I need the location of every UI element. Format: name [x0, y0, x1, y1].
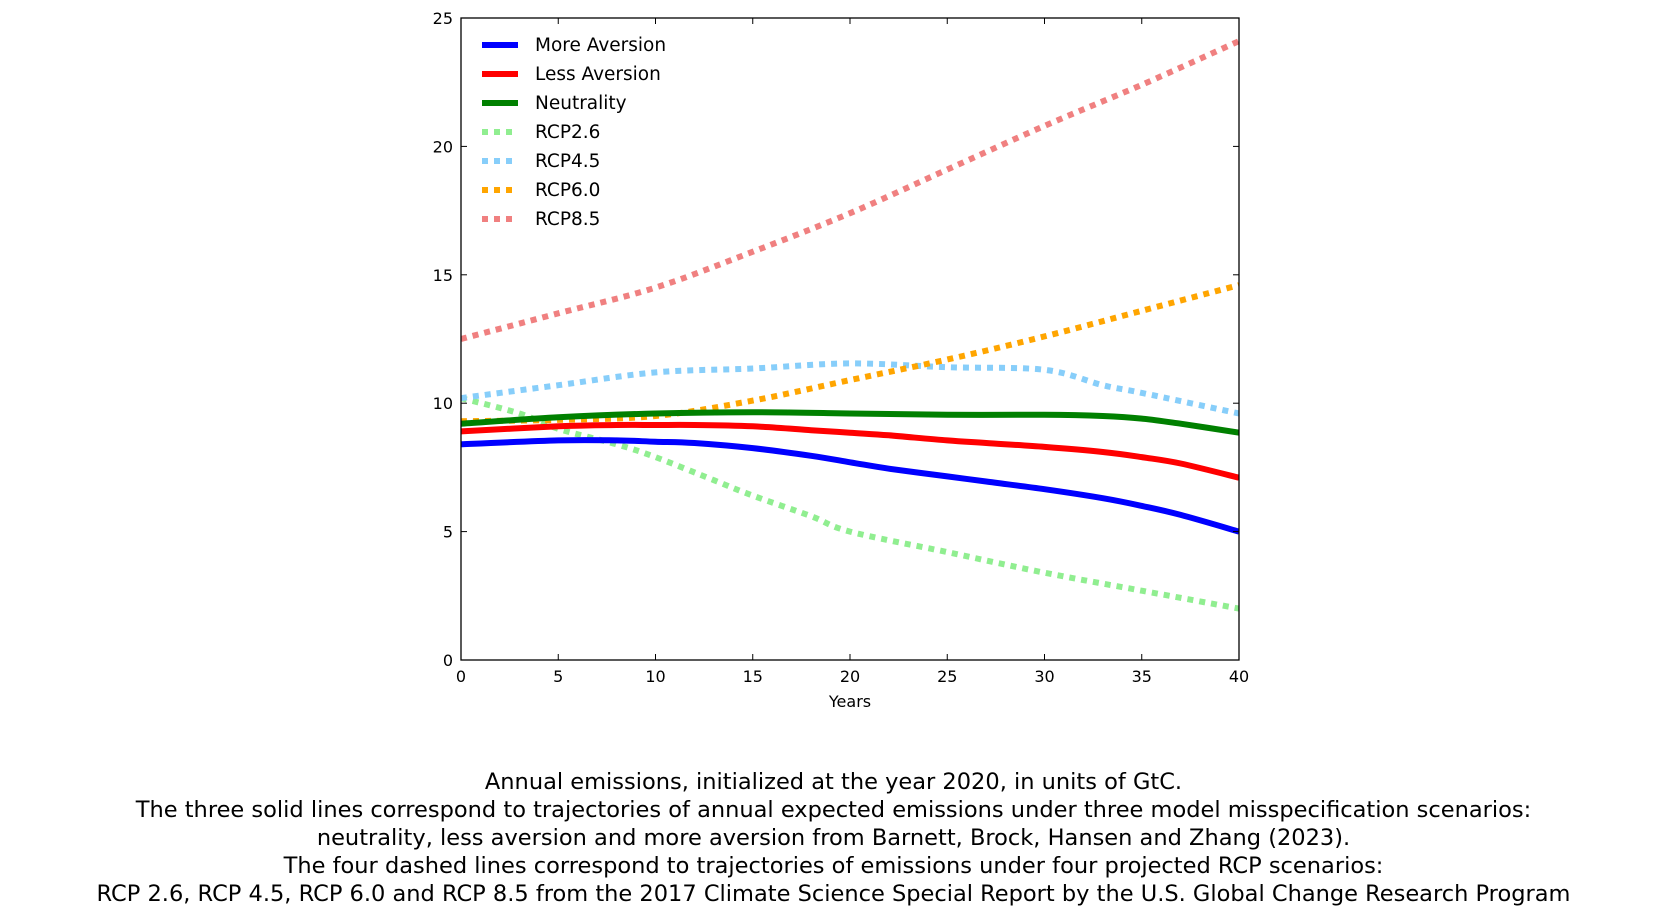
legend-label-neutrality: Neutrality [535, 93, 627, 114]
legend-label-more-aversion: More Aversion [535, 35, 666, 56]
x-tick-label: 20 [840, 667, 860, 686]
legend-label-rcp4-5: RCP4.5 [535, 151, 600, 172]
x-tick-label: 40 [1229, 667, 1249, 686]
series-line-rcp2-6 [461, 395, 1239, 612]
series-line-rcp4-5 [461, 360, 1239, 417]
series-line-more-aversion [461, 437, 1239, 535]
caption-line-2: The three solid lines correspond to traj… [135, 797, 1532, 823]
series-line-rcp8-5 [461, 38, 1239, 342]
x-axis-label: Years [828, 692, 871, 711]
series-line-neutrality [461, 409, 1239, 436]
caption-line-5: RCP 2.6, RCP 4.5, RCP 6.0 and RCP 8.5 fr… [96, 881, 1571, 907]
ticks-layer: 0 5 10 15 20 25 30 35 40 0 5 10 15 20 25 [433, 9, 1250, 686]
legend-label-rcp2-6: RCP2.6 [535, 122, 600, 143]
x-tick-label: 35 [1132, 667, 1152, 686]
series-layer [461, 38, 1239, 612]
x-tick-label: 15 [743, 667, 763, 686]
plot-frame [460, 17, 1240, 661]
y-tick-label: 15 [433, 266, 453, 285]
y-tick-label: 10 [433, 394, 453, 413]
legend: More Aversion Less Aversion Neutrality RCP2… [482, 35, 666, 230]
caption-line-3: neutrality, less aversion and more avers… [316, 825, 1351, 851]
legend-label-less-aversion: Less Aversion [535, 64, 661, 85]
caption-line-1: Annual emissions, initialized at the yea… [484, 769, 1183, 795]
x-tick-label: 5 [553, 667, 563, 686]
x-tick-label: 25 [937, 667, 957, 686]
legend-label-rcp8-5: RCP8.5 [535, 209, 600, 230]
y-tick-label: 5 [443, 523, 453, 542]
y-tick-label: 0 [443, 651, 453, 670]
x-tick-label: 30 [1034, 667, 1054, 686]
emissions-line-chart: 0 5 10 15 20 25 30 35 40 0 5 10 15 20 25 More Aversion… [433, 9, 1250, 711]
x-tick-label: 10 [645, 667, 665, 686]
figure-caption: Annual emissions, initialized at the yea… [0, 768, 1667, 908]
y-tick-label: 25 [433, 9, 453, 28]
y-tick-label: 20 [433, 137, 453, 156]
x-tick-label: 0 [456, 667, 466, 686]
caption-line-4: The four dashed lines correspond to traj… [283, 853, 1384, 879]
legend-label-rcp6-0: RCP6.0 [535, 180, 600, 201]
series-line-less-aversion [461, 421, 1239, 481]
